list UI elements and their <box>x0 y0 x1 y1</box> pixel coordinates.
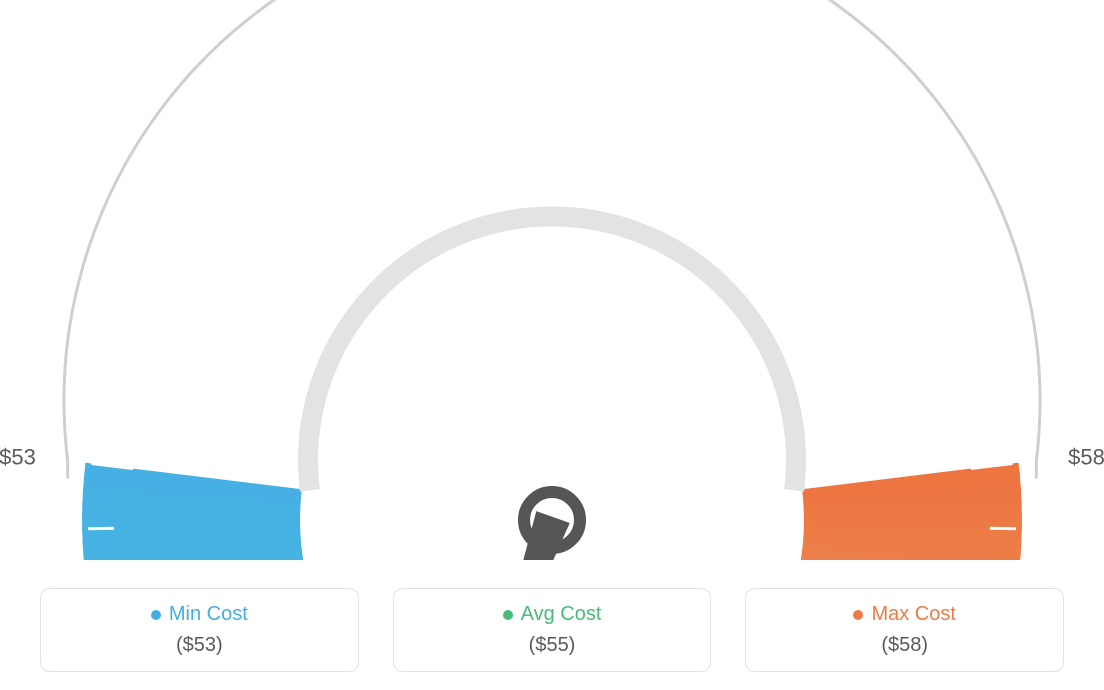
legend-card-max: Max Cost ($58) <box>745 588 1064 672</box>
svg-text:$53: $53 <box>0 445 36 470</box>
legend-row: Min Cost ($53) Avg Cost ($55) Max Cost (… <box>0 588 1104 672</box>
dot-icon <box>853 610 863 620</box>
legend-value-min: ($53) <box>49 634 350 657</box>
legend-value-avg: ($55) <box>402 634 703 657</box>
legend-label-avg: Avg Cost <box>521 603 602 626</box>
legend-card-min: Min Cost ($53) <box>40 588 359 672</box>
dot-icon <box>151 610 161 620</box>
dot-icon <box>503 610 513 620</box>
gauge-chart: $53$54$55$55$56$57$58 <box>0 0 1104 560</box>
cost-gauge-widget: $53$54$55$55$56$57$58 Min Cost ($53) Avg… <box>0 0 1104 690</box>
legend-value-max: ($58) <box>754 634 1055 657</box>
svg-text:$58: $58 <box>1068 445 1104 470</box>
legend-label-min: Min Cost <box>169 603 248 626</box>
legend-card-avg: Avg Cost ($55) <box>393 588 712 672</box>
legend-label-max: Max Cost <box>871 603 955 626</box>
